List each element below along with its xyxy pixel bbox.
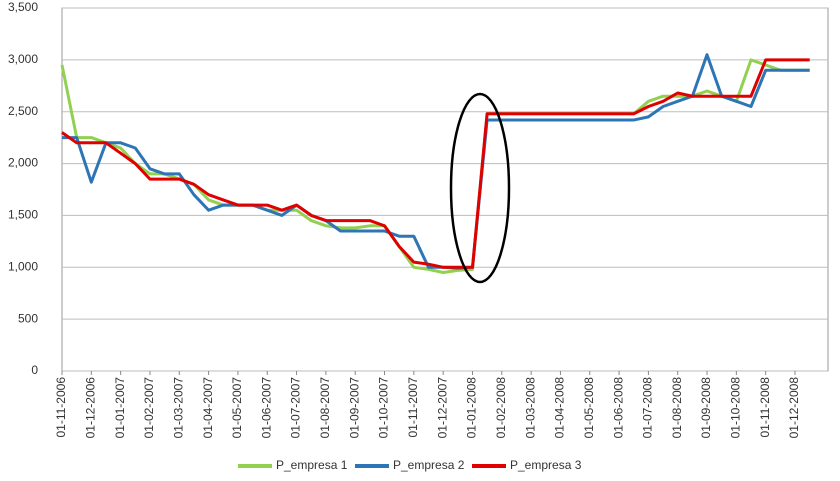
series-line xyxy=(62,53,810,270)
series-line xyxy=(61,58,810,269)
x-tick-label: 01-05-2008 xyxy=(582,377,596,439)
x-tick-label: 01-08-2007 xyxy=(318,377,332,439)
x-tick-label: 01-09-2007 xyxy=(347,377,361,439)
x-tick-label: 01-10-2007 xyxy=(377,377,391,439)
x-tick-label: 01-08-2008 xyxy=(670,377,684,439)
x-tick-label: 01-02-2007 xyxy=(142,377,156,439)
x-tick-label: 01-11-2006 xyxy=(54,377,68,438)
y-tick-label: 3,000 xyxy=(8,52,38,66)
x-tick-label: 01-03-2008 xyxy=(523,377,537,439)
highlight-ellipse xyxy=(449,92,511,284)
x-tick-label: 01-12-2008 xyxy=(787,377,801,439)
legend-label: P_empresa 1 xyxy=(276,458,348,472)
y-tick-label: 1,500 xyxy=(8,208,38,222)
y-tick-label: 500 xyxy=(18,311,38,325)
x-tick-label: 01-04-2008 xyxy=(553,377,567,439)
y-tick-label: 2,500 xyxy=(8,104,38,118)
x-tick-label: 01-06-2008 xyxy=(611,377,625,439)
y-tick-label: 2,000 xyxy=(8,156,38,170)
x-tick-label: 01-07-2008 xyxy=(641,377,655,439)
x-tick-label: 01-05-2007 xyxy=(230,377,244,439)
x-tick-label: 01-01-2007 xyxy=(113,377,127,439)
x-tick-label: 01-03-2007 xyxy=(171,377,185,439)
x-tick-label: 01-04-2007 xyxy=(201,377,215,439)
x-tick-label: 01-11-2008 xyxy=(758,377,772,438)
x-tick-label: 01-06-2007 xyxy=(259,377,273,439)
x-tick-label: 01-09-2008 xyxy=(699,377,713,439)
plot-area xyxy=(61,7,829,372)
y-tick-label: 0 xyxy=(31,363,38,377)
legend-label: P_empresa 3 xyxy=(510,458,582,472)
x-tick-label: 01-11-2007 xyxy=(406,377,420,438)
legend-label: P_empresa 2 xyxy=(393,458,465,472)
x-tick-label: 01-07-2007 xyxy=(289,377,303,439)
y-tick-label: 1,000 xyxy=(8,259,38,273)
x-tick-label: 01-02-2008 xyxy=(494,377,508,439)
x-tick-label: 01-10-2008 xyxy=(729,377,743,439)
x-tick-label: 01-01-2008 xyxy=(465,377,479,439)
y-tick-label: 3,500 xyxy=(8,0,38,14)
x-tick-label: 01-12-2007 xyxy=(435,377,449,439)
x-tick-label: 01-12-2006 xyxy=(83,377,97,439)
